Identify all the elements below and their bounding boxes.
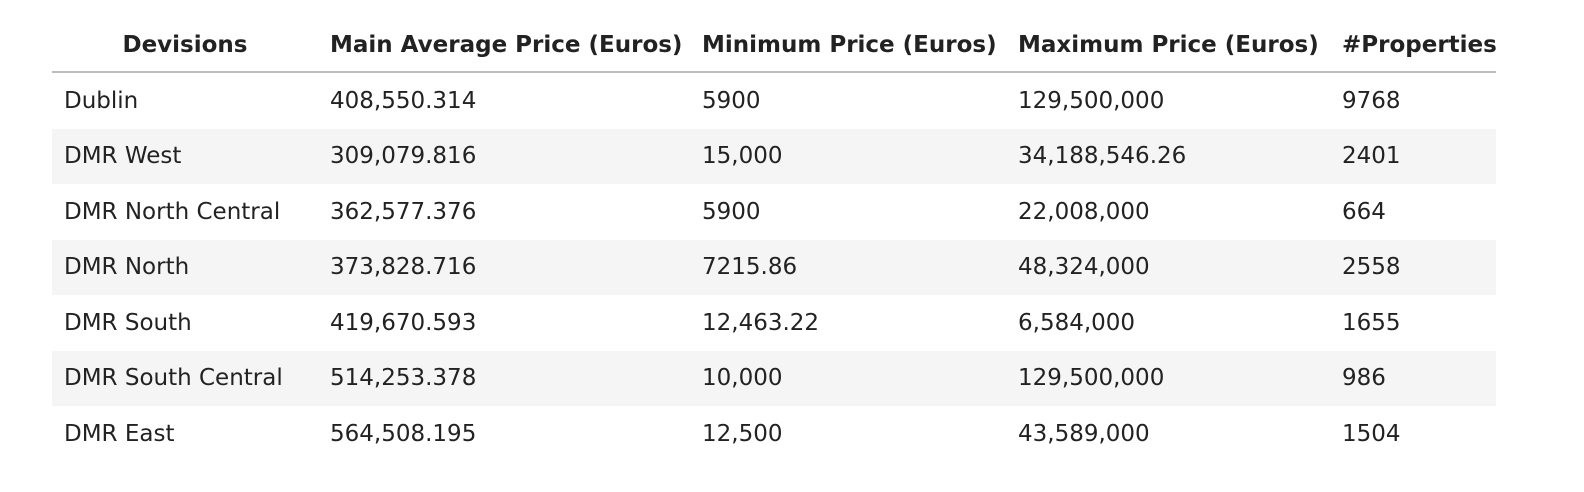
cell-minimum-price: 7215.86 xyxy=(690,239,1006,295)
cell-properties: 2401 xyxy=(1330,128,1496,184)
cell-average-price: 362,577.376 xyxy=(330,198,477,225)
cell-average-price: 514,253.378 xyxy=(318,350,690,406)
cell-maximum-price: 129,500,000 xyxy=(1018,87,1165,114)
table-header: Devisions Main Average Price (Euros) Min… xyxy=(52,18,1497,73)
table-body: Dublin 408,550.314 5900 129,500,000 9768… xyxy=(52,72,1496,462)
cell-division: DMR North xyxy=(52,239,318,295)
cell-maximum-price: 22,008,000 xyxy=(1018,198,1150,225)
cell-maximum-price: 34,188,546.26 xyxy=(1006,128,1330,184)
cell-average-price: 309,079.816 xyxy=(318,128,690,184)
table-row: Dublin 408,550.314 5900 129,500,000 9768 xyxy=(52,72,1496,129)
cell-division: DMR West xyxy=(52,128,318,184)
cell-maximum-price: 48,324,000 xyxy=(1006,239,1330,295)
cell-maximum-price: 43,589,000 xyxy=(1018,420,1150,447)
cell-properties: 1655 xyxy=(1342,309,1401,336)
table-row: DMR East 564,508.195 12,500 43,589,000 1… xyxy=(52,406,1496,462)
cell-division: DMR South Central xyxy=(52,350,318,406)
table-row: DMR South Central 514,253.378 10,000 129… xyxy=(52,350,1496,406)
table-row: DMR South 419,670.593 12,463.22 6,584,00… xyxy=(52,295,1496,351)
cell-maximum-price: 129,500,000 xyxy=(1006,350,1330,406)
column-header-devisions: Devisions xyxy=(52,18,318,73)
cell-minimum-price: 12,463.22 xyxy=(702,309,820,336)
table-row: DMR West 309,079.816 15,000 34,188,546.2… xyxy=(52,128,1496,184)
cell-properties: 2558 xyxy=(1330,239,1496,295)
price-table-container: Devisions Main Average Price (Euros) Min… xyxy=(52,18,1497,462)
cell-division: Dublin xyxy=(64,87,139,114)
cell-minimum-price: 15,000 xyxy=(690,128,1006,184)
cell-division: DMR North Central xyxy=(64,198,281,225)
cell-minimum-price: 10,000 xyxy=(690,350,1006,406)
cell-maximum-price: 6,584,000 xyxy=(1018,309,1136,336)
table-row: DMR North Central 362,577.376 5900 22,00… xyxy=(52,184,1496,240)
cell-minimum-price: 5900 xyxy=(702,87,761,114)
cell-average-price: 419,670.593 xyxy=(330,309,477,336)
header-row: Devisions Main Average Price (Euros) Min… xyxy=(52,18,1497,73)
cell-properties: 664 xyxy=(1342,198,1386,225)
price-table: Devisions Main Average Price (Euros) Min… xyxy=(52,18,1497,462)
cell-properties: 986 xyxy=(1330,350,1496,406)
cell-division: DMR East xyxy=(64,420,175,447)
cell-average-price: 564,508.195 xyxy=(330,420,477,447)
cell-average-price: 373,828.716 xyxy=(318,239,690,295)
column-header-main-average-price: Main Average Price (Euros) xyxy=(318,18,690,73)
column-header-maximum-price: Maximum Price (Euros) xyxy=(1006,18,1330,73)
cell-minimum-price: 12,500 xyxy=(702,420,783,447)
cell-average-price: 408,550.314 xyxy=(330,87,477,114)
cell-properties: 9768 xyxy=(1342,87,1401,114)
cell-division: DMR South xyxy=(64,309,192,336)
table-row: DMR North 373,828.716 7215.86 48,324,000… xyxy=(52,239,1496,295)
column-header-minimum-price: Minimum Price (Euros) xyxy=(690,18,1006,73)
cell-properties: 1504 xyxy=(1342,420,1401,447)
column-header-properties: #Properties xyxy=(1330,18,1497,73)
cell-minimum-price: 5900 xyxy=(702,198,761,225)
